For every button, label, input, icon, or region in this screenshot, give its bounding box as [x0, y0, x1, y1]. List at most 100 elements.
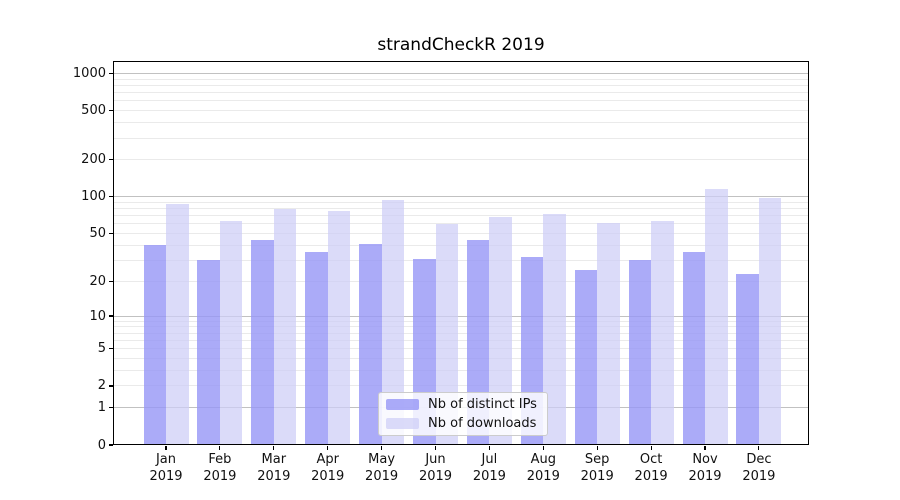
gridline-minor: [113, 215, 809, 217]
bar-downloads-may: [381, 199, 405, 445]
y-axis-tick: [109, 348, 113, 350]
x-tick-label: Feb 2019: [203, 452, 237, 484]
legend: Nb of distinct IPs Nb of downloads: [378, 392, 548, 436]
gridline-minor: [113, 332, 809, 334]
y-axis-tick: [109, 110, 113, 112]
gridline-minor: [113, 201, 809, 203]
bar-downloads-nov: [705, 188, 728, 445]
gridline-minor: [113, 223, 809, 225]
bar-distinct-ips-jan: [143, 245, 166, 445]
bar-downloads-jul: [489, 216, 512, 445]
y-tick-label: 100: [81, 189, 106, 205]
x-axis-tick: [596, 446, 598, 450]
x-tick-label: Jun 2019: [418, 452, 453, 484]
x-tick-label: Apr 2019: [311, 452, 345, 484]
gridline-minor: [113, 110, 809, 112]
bar-distinct-ips-mar: [251, 240, 274, 445]
bar-distinct-ips-dec: [736, 274, 759, 445]
gridline-minor: [113, 348, 809, 350]
grid-layer: [113, 61, 809, 445]
y-axis-tick: [109, 233, 113, 235]
bar-distinct-ips-nov: [682, 252, 705, 445]
x-axis-tick: [165, 446, 167, 450]
x-axis-tick: [542, 446, 544, 450]
bar-distinct-ips-sep: [574, 269, 598, 445]
gridline-minor: [113, 100, 809, 102]
y-axis-tick: [109, 444, 113, 446]
gridline-major: [113, 196, 809, 198]
x-axis-tick: [434, 446, 437, 450]
y-tick-label: 500: [81, 103, 106, 119]
gridline-minor: [113, 244, 809, 246]
gridline-major: [113, 315, 809, 317]
bar-downloads-jun: [435, 223, 458, 445]
legend-item-downloads: Nb of downloads: [386, 416, 540, 431]
y-axis-tick: [109, 159, 113, 161]
gridline-minor: [113, 357, 809, 359]
gridline-minor: [113, 369, 809, 371]
x-tick-label: Sep 2019: [580, 452, 614, 484]
x-axis-tick: [650, 446, 652, 450]
bar-distinct-ips-oct: [628, 260, 652, 445]
y-tick-label: 200: [81, 152, 106, 168]
gridline-minor: [113, 280, 809, 282]
legend-swatch-distinct-ips: [386, 399, 419, 410]
legend-label-downloads: Nb of downloads: [428, 416, 537, 431]
y-tick-label: 2: [97, 378, 106, 394]
gridline-minor: [113, 137, 809, 139]
x-tick-label: Oct 2019: [634, 452, 668, 484]
gridline-major: [113, 73, 809, 75]
gridline-minor: [113, 326, 809, 328]
bar-downloads-oct: [651, 221, 674, 445]
x-tick-label: May 2019: [365, 452, 399, 484]
gridline-minor: [113, 339, 809, 341]
y-axis-tick: [109, 385, 113, 387]
x-axis-tick: [219, 446, 221, 450]
plot-area: Nb of distinct IPs Nb of downloads: [113, 61, 809, 445]
bar-distinct-ips-apr: [305, 252, 328, 445]
y-tick-label: 50: [89, 226, 106, 242]
y-axis-tick: [109, 196, 113, 198]
y-tick-label: 1: [97, 400, 106, 416]
x-tick-label: Jul 2019: [472, 452, 506, 484]
bar-downloads-sep: [597, 223, 620, 445]
bar-downloads-aug: [543, 214, 566, 445]
legend-label-distinct-ips: Nb of distinct IPs: [428, 397, 537, 412]
gridline-minor: [113, 85, 809, 87]
gridline-minor: [113, 159, 809, 161]
bars-layer: [113, 61, 809, 445]
y-axis-tick: [109, 407, 113, 409]
gridline-minor: [113, 78, 809, 80]
x-axis-tick: [704, 446, 706, 450]
legend-item-distinct-ips: Nb of distinct IPs: [386, 397, 540, 412]
bar-downloads-jan: [166, 204, 189, 445]
x-tick-label: Dec 2019: [742, 452, 776, 484]
bar-downloads-apr: [327, 211, 351, 445]
y-tick-label: 1000: [72, 66, 106, 82]
bar-downloads-dec: [758, 197, 782, 445]
gridline-minor: [113, 233, 809, 235]
x-axis-tick: [488, 446, 490, 450]
x-axis-tick: [758, 446, 760, 450]
bar-downloads-feb: [219, 221, 243, 445]
gridline-minor: [113, 92, 809, 94]
bar-distinct-ips-may: [359, 244, 382, 445]
gridline-minor: [113, 259, 809, 261]
gridline-minor: [113, 208, 809, 210]
y-axis-tick: [109, 72, 113, 75]
y-axis-tick: [109, 315, 113, 317]
x-tick-label: Aug 2019: [526, 452, 560, 484]
bar-downloads-mar: [273, 208, 297, 445]
y-tick-label: 5: [97, 341, 106, 357]
legend-swatch-downloads: [386, 418, 419, 429]
x-axis-tick: [273, 446, 275, 450]
bar-distinct-ips-feb: [197, 260, 220, 445]
y-tick-label: 10: [89, 308, 106, 324]
gridline-minor: [113, 122, 809, 124]
chart-title: strandCheckR 2019: [377, 35, 545, 55]
x-tick-label: Nov 2019: [688, 452, 722, 484]
y-tick-label: 0: [97, 437, 106, 453]
gridline-minor: [113, 320, 809, 322]
x-tick-label: Mar 2019: [257, 452, 291, 484]
